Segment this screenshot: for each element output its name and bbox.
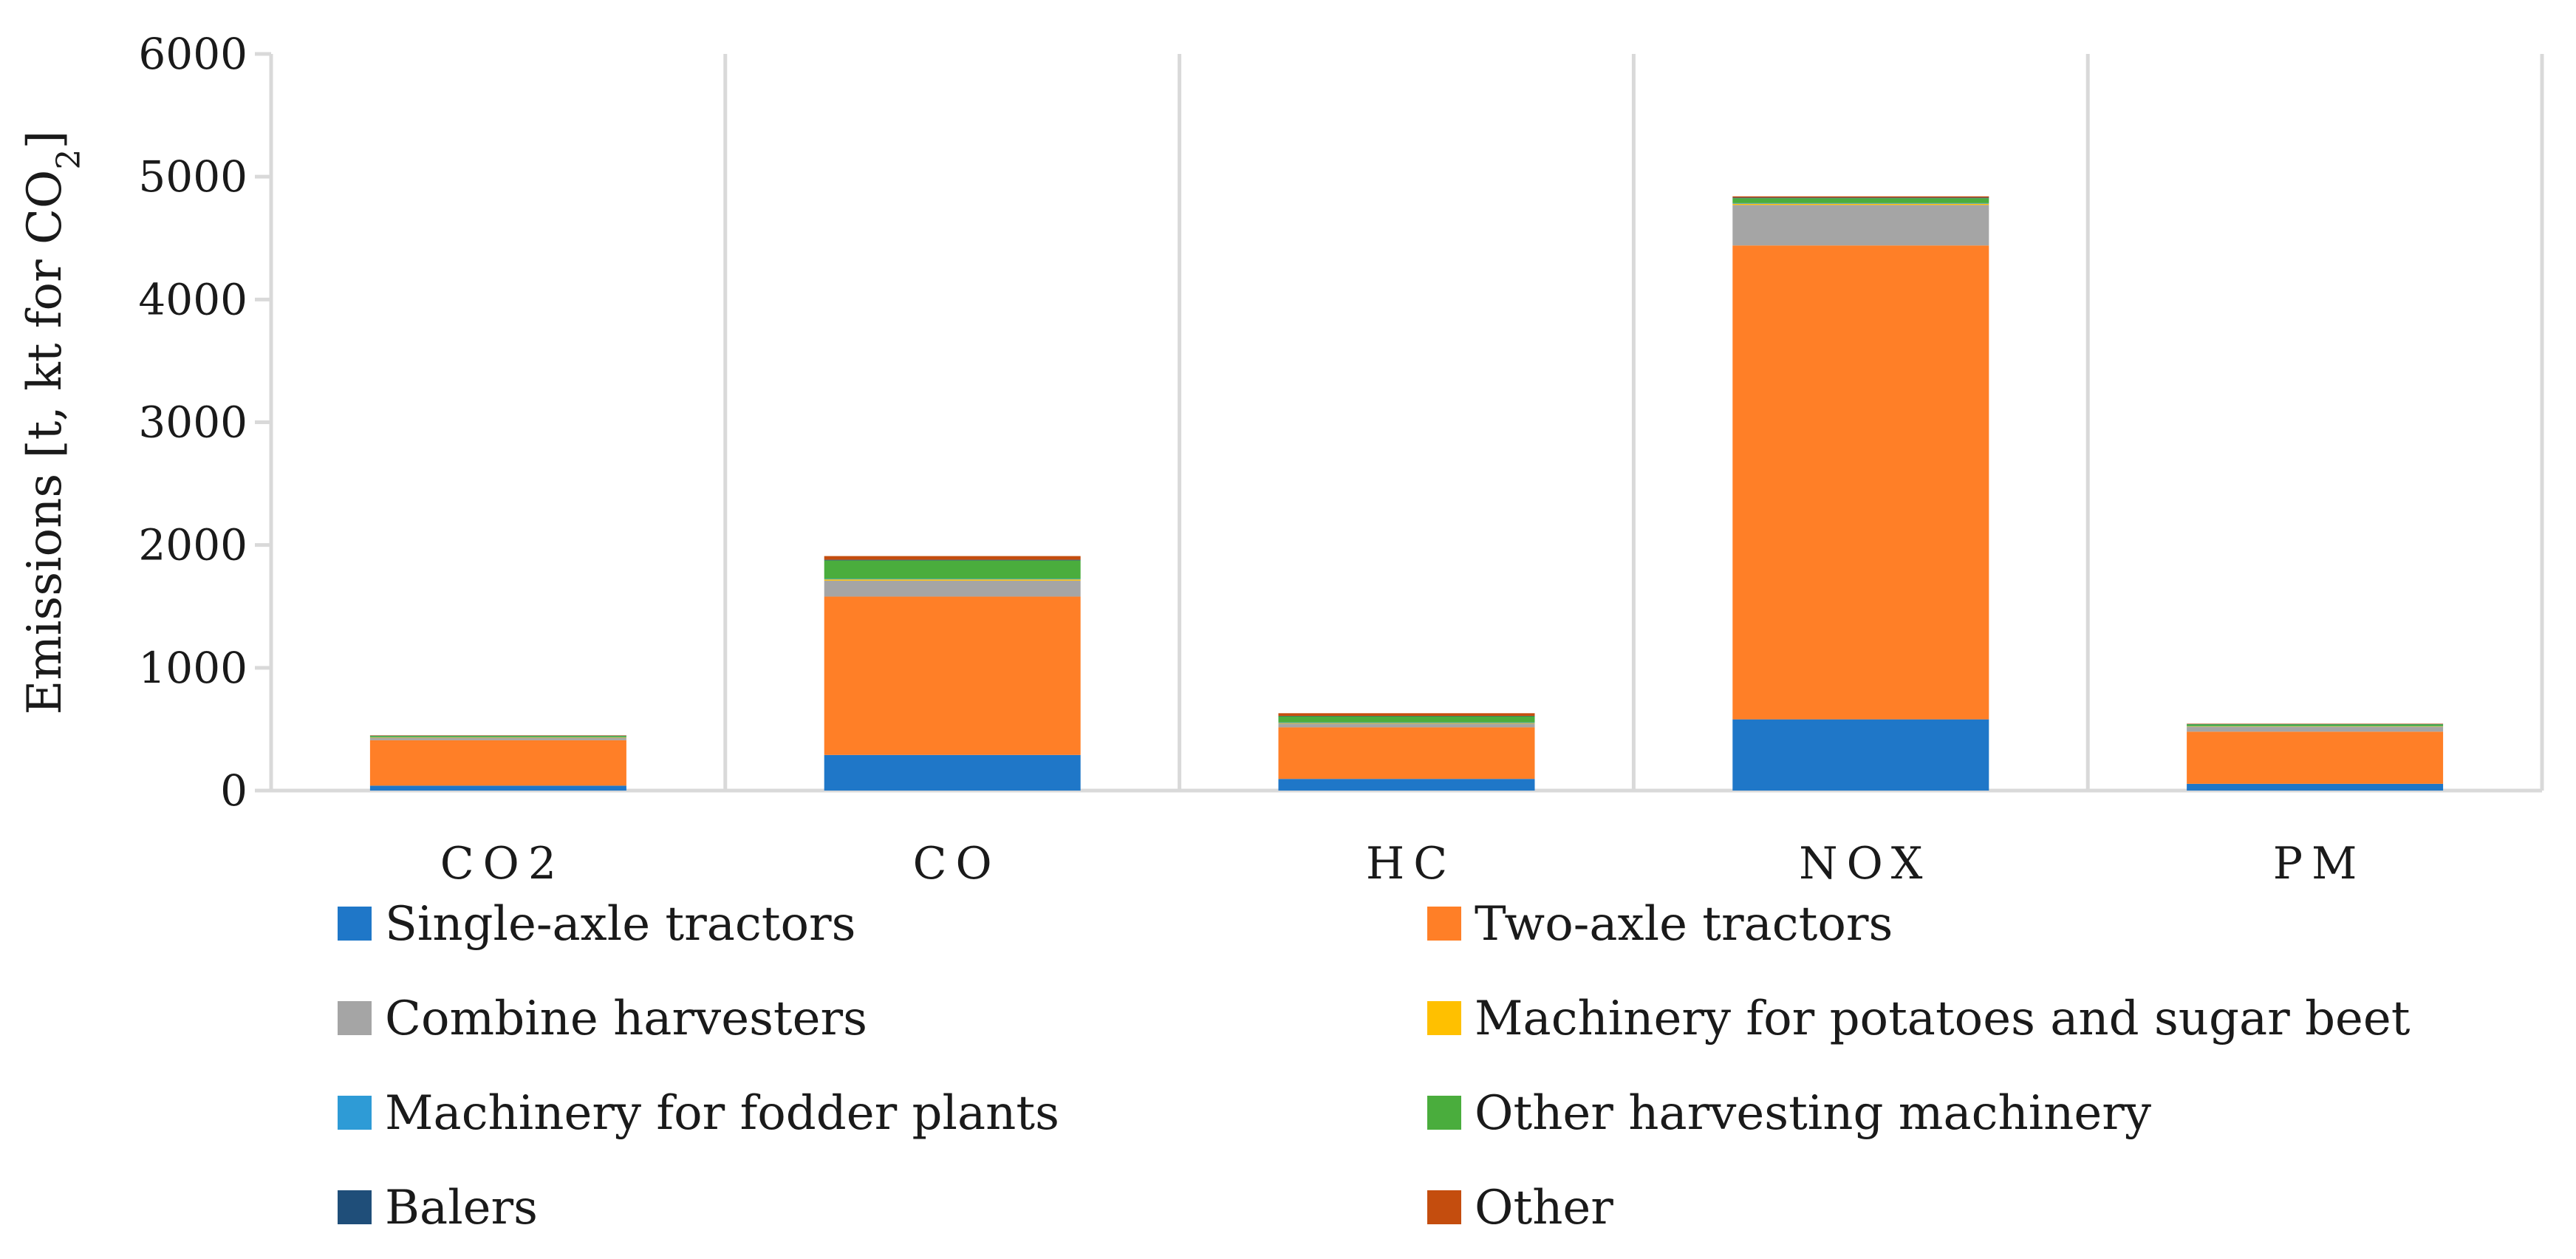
y-tick-label: 0: [220, 765, 247, 816]
x-tick-label: PM: [2273, 838, 2366, 890]
bar-segment-hc-other: [1278, 713, 1535, 716]
legend-item: Other: [1427, 1181, 1613, 1235]
y-axis-title: Emissions [t, kt for CO2]: [18, 131, 88, 715]
y-axis-label: Emissions [t, kt for CO2]: [18, 131, 88, 715]
x-tick-label: CO2: [440, 838, 565, 890]
y-tick-label: 6000: [138, 29, 247, 79]
bar-segment-hc-combine-harvesters: [1278, 723, 1535, 728]
bar-segment-nox-combine-harvesters: [1732, 205, 1989, 246]
bar-segment-nox-other: [1732, 196, 1989, 198]
legend-swatch: [1427, 1190, 1461, 1224]
bar-segment-hc-two-axle-tractors: [1278, 727, 1535, 779]
bar-segment-hc-other-harvesting-machinery: [1278, 716, 1535, 723]
x-axis-ticks: CO2 CO HC NOX PM: [440, 838, 2366, 890]
y-tick-label: 5000: [138, 151, 247, 202]
bar-segment-hc-single-axle-tractors: [1278, 779, 1535, 791]
legend-label: Machinery for fodder plants: [385, 1086, 1059, 1141]
bar-segment-co-combine-harvesters: [824, 580, 1081, 597]
bar-stack-nox: [1732, 196, 1989, 791]
y-tick-label: 1000: [138, 643, 247, 693]
gridlines: [269, 54, 2544, 793]
bar-segment-co2-single-axle-tractors: [369, 785, 626, 791]
legend-item: Balers: [338, 1181, 538, 1235]
bar-stack-co2: [369, 735, 626, 791]
x-tick-label: NOX: [1799, 838, 1931, 890]
bar-segment-nox-other-harvesting-machinery: [1732, 198, 1989, 203]
legend-swatch: [1427, 1001, 1461, 1035]
y-axis-ticks: 0 1000 2000 3000 4000 5000 6000: [138, 29, 271, 816]
legend-label: Combine harvesters: [385, 992, 867, 1046]
bars: [369, 196, 2444, 791]
bar-stack-hc: [1278, 713, 1535, 791]
y-tick-label: 3000: [138, 398, 247, 448]
bar-segment-pm-other-harvesting-machinery: [2187, 724, 2444, 726]
legend-label: Balers: [385, 1181, 538, 1235]
bar-segment-nox-balers: [1732, 197, 1989, 199]
legend: Single-axle tractors Two-axle tractors Com…: [338, 897, 2411, 1235]
legend-swatch: [338, 1001, 372, 1035]
bar-segment-co-machinery-for-potatoes-and-sugar-beet: [824, 579, 1081, 581]
bar-segment-pm-combine-harvesters: [2187, 726, 2444, 732]
bar-segment-co2-combine-harvesters: [369, 737, 626, 740]
x-tick-label: CO: [913, 838, 1001, 890]
legend-item: Single-axle tractors: [338, 897, 855, 952]
bar-segment-pm-single-axle-tractors: [2187, 783, 2444, 791]
legend-label: Machinery for potatoes and sugar beet: [1475, 992, 2411, 1046]
legend-item: Machinery for potatoes and sugar beet: [1427, 992, 2411, 1046]
legend-swatch: [1427, 1096, 1461, 1130]
legend-swatch: [1427, 907, 1461, 941]
bar-stack-co: [824, 556, 1081, 791]
bar-segment-co-other: [824, 556, 1081, 560]
legend-swatch: [338, 907, 372, 941]
legend-label: Other: [1475, 1181, 1613, 1235]
legend-label: Single-axle tractors: [385, 897, 855, 952]
legend-swatch: [338, 1190, 372, 1224]
bar-segment-hc-machinery-for-potatoes-and-sugar-beet: [1278, 723, 1535, 724]
legend-item: Two-axle tractors: [1427, 897, 1893, 952]
bar-segment-co2-two-axle-tractors: [369, 740, 626, 786]
legend-label: Other harvesting machinery: [1475, 1086, 2151, 1141]
x-tick-label: HC: [1366, 838, 1456, 890]
bar-segment-co-balers: [824, 559, 1081, 561]
bar-segment-pm-two-axle-tractors: [2187, 731, 2444, 784]
bar-stack-pm: [2187, 723, 2444, 791]
bar-segment-co-two-axle-tractors: [824, 596, 1081, 755]
bar-segment-nox-machinery-for-fodder-plants: [1732, 202, 1989, 204]
legend-swatch: [338, 1096, 372, 1130]
y-tick-label: 2000: [138, 520, 247, 570]
bar-segment-co-single-axle-tractors: [824, 754, 1081, 791]
y-tick-label: 4000: [138, 274, 247, 324]
bar-segment-co-other-harvesting-machinery: [824, 560, 1081, 579]
legend-label: Two-axle tractors: [1475, 897, 1893, 952]
bar-segment-nox-machinery-for-potatoes-and-sugar-beet: [1732, 203, 1989, 205]
legend-item: Machinery for fodder plants: [338, 1086, 1059, 1141]
bar-segment-nox-single-axle-tractors: [1732, 719, 1989, 791]
bar-segment-nox-two-axle-tractors: [1732, 245, 1989, 720]
legend-item: Combine harvesters: [338, 992, 867, 1046]
legend-item: Other harvesting machinery: [1427, 1086, 2151, 1141]
bar-segment-co2-other-harvesting-machinery: [369, 736, 626, 737]
